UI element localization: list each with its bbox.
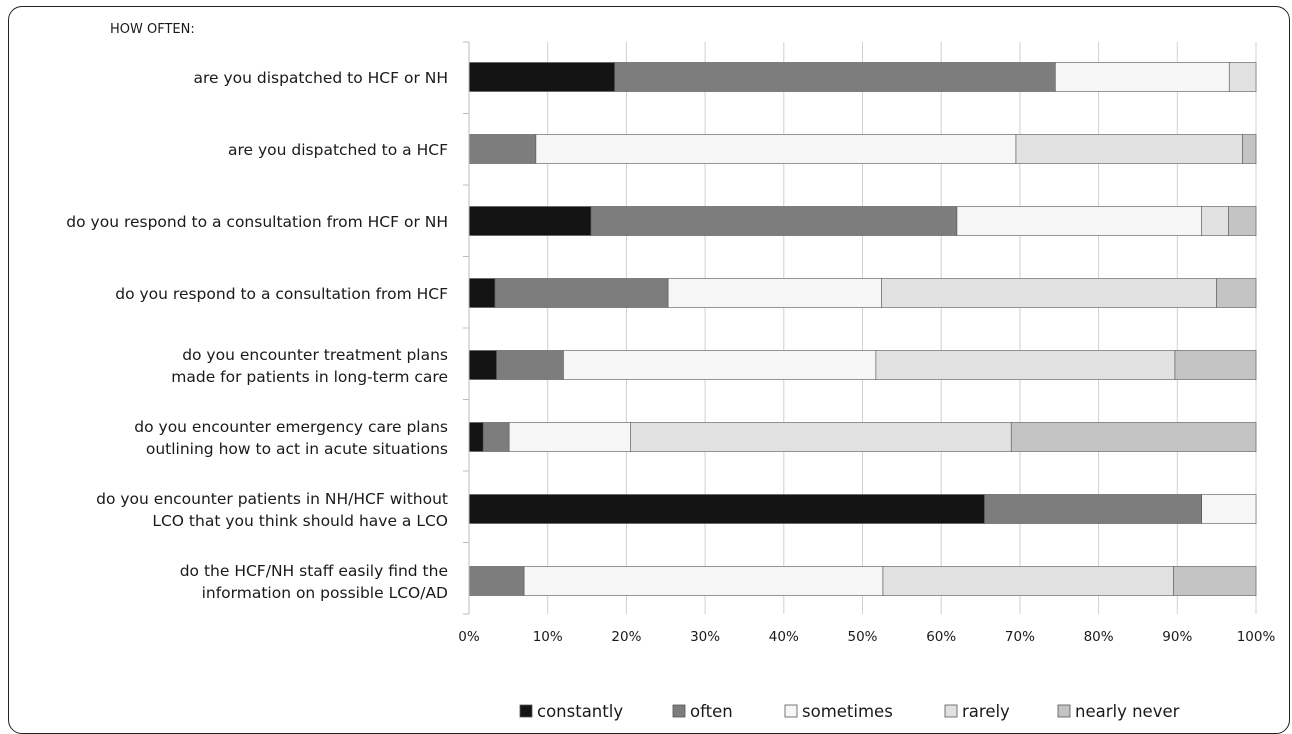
bar-segment-nearly-never [1173,566,1257,596]
x-tick-label: 70% [1005,629,1035,645]
bar-segment-sometimes [523,566,884,596]
bar-segment-nearly-never [1216,278,1257,308]
bar-segment-sometimes [1201,494,1257,524]
bar-segment-often [496,350,564,380]
legend-label: rarely [962,702,1010,721]
bar-segment-rarely [1228,62,1257,92]
category-label: do you respond to a consultation from HC… [115,285,448,303]
bar-segment-constantly [468,350,497,380]
bar-segment-often [468,566,525,596]
bar-segment-constantly [468,62,615,92]
bar-segment-sometimes [535,134,1017,164]
bar-segment-often [468,134,537,164]
category-labels: are you dispatched to HCF or NH are you d… [66,69,448,602]
category-label: do you encounter treatment plans [182,346,448,364]
category-label: do you respond to a consultation from HC… [66,213,448,231]
category-label: are you dispatched to a HCF [228,141,448,159]
x-tick-label: 0% [458,629,480,645]
category-label: do the HCF/NH staff easily find the [180,562,448,580]
bar-segment-constantly [468,422,484,452]
category-label: LCO that you think should have a LCO [152,512,448,530]
bar-segment-constantly [468,494,985,524]
category-label: do you encounter emergency care plans [134,418,448,436]
legend-swatch-often [672,704,686,718]
bar-segment-sometimes [508,422,631,452]
bar-segment-nearly-never [1174,350,1257,380]
bar-segment-constantly [468,278,496,308]
bar-segment-rarely [875,350,1176,380]
bar-segment-constantly [468,206,592,236]
bar-segment-rarely [1015,134,1243,164]
category-label: information on possible LCO/AD [202,584,448,602]
category-label: do you encounter patients in NH/HCF with… [96,490,448,508]
bar-segment-sometimes [667,278,882,308]
chart-header: HOW OFTEN: [110,22,195,37]
x-tick-labels: 0% 10% 20% 30% 40% 50% 60% 70% 80% 90% 100% [458,629,1275,645]
legend-swatch-sometimes [784,704,798,718]
legend-label: often [690,702,733,721]
x-tick-label: 40% [769,629,799,645]
legend-swatch-nearly-never [1057,704,1071,718]
bar-segment-sometimes [956,206,1202,236]
legend-label: sometimes [802,702,893,721]
bar-segment-often [494,278,669,308]
x-tick-label: 30% [690,629,720,645]
bar-segment-nearly-never [1228,206,1257,236]
legend-label: constantly [537,702,623,721]
legend-label: nearly never [1075,702,1180,721]
category-label: are you dispatched to HCF or NH [193,69,448,87]
bar-segment-rarely [882,566,1174,596]
bar-segment-nearly-never [1242,134,1257,164]
bar-segment-often [482,422,510,452]
bars [468,62,1257,596]
x-tick-label: 90% [1162,629,1192,645]
bar-segment-rarely [630,422,1012,452]
bar-segment-nearly-never [1010,422,1257,452]
bar-segment-rarely [881,278,1217,308]
bar-segment-sometimes [1055,62,1230,92]
category-label: outlining how to act in acute situations [146,440,448,458]
x-tick-label: 60% [926,629,956,645]
axes [463,41,470,615]
x-tick-label: 10% [533,629,563,645]
gridlines [547,42,1257,614]
x-tick-label: 20% [611,629,641,645]
category-label: made for patients in long-term care [171,368,448,386]
legend-swatch-constantly [519,704,533,718]
bar-segment-sometimes [563,350,877,380]
legend-swatch-rarely [944,704,958,718]
bar-segment-often [984,494,1202,524]
legend: constantly often sometimes rarely nearly nev… [519,702,1180,721]
x-tick-label: 80% [1084,629,1114,645]
x-tick-label: 50% [847,629,877,645]
bar-segment-often [614,62,1056,92]
x-tick-label: 100% [1237,629,1276,645]
bar-segment-often [590,206,958,236]
bar-segment-rarely [1201,206,1229,236]
